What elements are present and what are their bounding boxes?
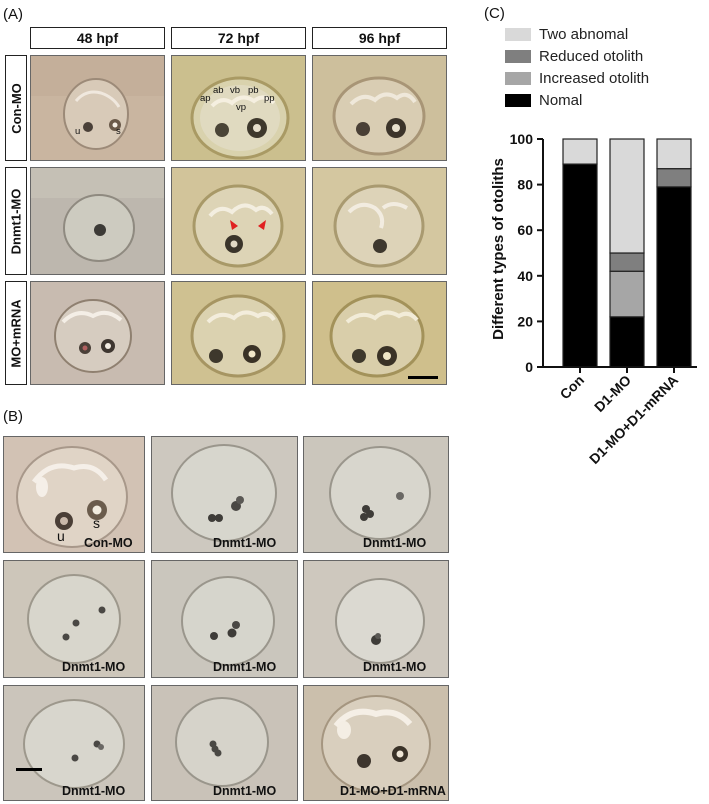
micrograph-a-mrna-48: [30, 281, 165, 385]
label-s: s: [116, 126, 121, 137]
caption-b-2: Dnmt1-MO: [213, 536, 277, 550]
stacked-bar-chart: Different types of otoliths 0 20 40 60 80 100…: [490, 131, 697, 467]
micrograph-b-4: [3, 560, 145, 678]
caption-b-3: Dnmt1-MO: [363, 536, 427, 550]
micrograph-a-dnmt1-96: [312, 167, 447, 275]
panel-b-letter: (B): [3, 408, 23, 425]
bar-segment-increased-otolith: [609, 270, 645, 318]
y-axis-label: Different types of otoliths: [490, 158, 507, 340]
y-tick-label: 0: [525, 359, 533, 375]
micrograph-b-9: [303, 685, 449, 801]
panel-a-letter: (A): [3, 6, 23, 23]
panel-c-letter: (C): [484, 5, 505, 22]
micrograph-b-8: [151, 685, 298, 801]
label-ab: ab: [213, 85, 224, 96]
legend-label-reduced-otolith: Reduced otolith: [539, 47, 644, 65]
x-tick-label: Con: [557, 372, 588, 403]
caption-b-9: D1-MO+D1-mRNA: [340, 784, 446, 798]
time-header-96: 96 hpf: [312, 27, 447, 49]
row-label-mo-mrna: MO+mRNA: [5, 281, 27, 385]
caption-b-6: Dnmt1-MO: [363, 660, 427, 674]
legend-reduced-otolith: Reduced otolith: [505, 47, 644, 65]
micrograph-a-dnmt1-72: [171, 167, 306, 275]
legend-swatch-increased-otolith: [505, 71, 531, 85]
caption-b-8: Dnmt1-MO: [213, 784, 277, 798]
time-header-72: 72 hpf: [171, 27, 306, 49]
row-label-dnmt1-mo: Dnmt1-MO: [5, 167, 27, 275]
scale-bar-b: [16, 768, 42, 771]
micrograph-a-con-72: [171, 55, 306, 161]
label-ap: ap: [200, 93, 211, 104]
y-tick-label: 100: [510, 131, 534, 147]
micrograph-b-2: [151, 436, 298, 553]
micrograph-a-mrna-96: [312, 281, 447, 385]
bar-segment-nomal: [656, 186, 692, 368]
label-pp: pp: [264, 93, 275, 104]
bar-segment-nomal: [562, 163, 598, 368]
legend-label-two-abnomal: Two abnomal: [539, 25, 629, 43]
caption-b-4: Dnmt1-MO: [62, 660, 126, 674]
label-vp: vp: [236, 102, 247, 113]
micrograph-b-7: [3, 685, 145, 801]
bar-segment-reduced-otolith: [609, 252, 645, 272]
micrograph-a-con-48: [30, 55, 165, 161]
micrograph-a-mrna-72: [171, 281, 306, 385]
label-b-u: u: [57, 528, 65, 544]
bar-segment-two-abnomal: [656, 138, 692, 170]
legend-label-nomal: Nomal: [539, 91, 583, 109]
caption-b-1: Con-MO: [84, 536, 133, 550]
label-pb: pb: [248, 85, 259, 96]
label-b-s: s: [93, 515, 100, 531]
bar-segment-two-abnomal: [562, 138, 598, 165]
micrograph-b-1: [3, 436, 145, 553]
y-tick-label: 20: [517, 313, 533, 329]
legend-increased-otolith: Increased otolith: [505, 69, 650, 87]
time-header-48: 48 hpf: [30, 27, 165, 49]
bar-segment-reduced-otolith: [656, 168, 692, 188]
legend-two-abnomal: Two abnomal: [505, 25, 629, 43]
caption-b-7: Dnmt1-MO: [62, 784, 126, 798]
bar-segment-two-abnomal: [609, 138, 645, 254]
caption-b-5: Dnmt1-MO: [213, 660, 277, 674]
label-u: u: [75, 126, 81, 137]
y-tick-label: 40: [517, 268, 533, 284]
bar-segment-nomal: [609, 316, 645, 368]
row-label-con-mo: Con-MO: [5, 55, 27, 161]
micrograph-a-con-96: [312, 55, 447, 161]
y-tick-label: 60: [517, 222, 533, 238]
legend-label-increased-otolith: Increased otolith: [539, 69, 650, 87]
micrograph-b-6: [303, 560, 449, 678]
legend-swatch-two-abnomal: [505, 27, 531, 41]
scale-bar-a: [408, 376, 438, 379]
legend-swatch-nomal: [505, 93, 531, 107]
micrograph-a-dnmt1-48: [30, 167, 165, 275]
y-tick-label: 80: [517, 177, 533, 193]
x-tick-label: D1-MO: [591, 372, 634, 415]
micrograph-b-3: [303, 436, 449, 553]
legend-nomal: Nomal: [505, 91, 583, 109]
legend-swatch-reduced-otolith: [505, 49, 531, 63]
micrograph-b-5: [151, 560, 298, 678]
label-vb: vb: [230, 85, 241, 96]
x-tick-label: D1-MO+D1-mRNA: [586, 372, 681, 467]
